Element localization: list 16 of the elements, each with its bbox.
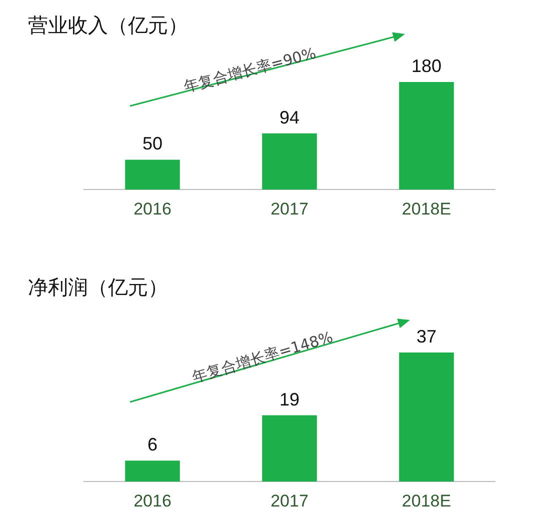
x-tick-label: 2016 [134,491,172,510]
chart-title: 营业收入（亿元） [28,12,188,39]
x-tick-label: 2016 [134,199,172,218]
x-tick-label: 2017 [270,491,308,510]
x-tick-label: 2018E [402,199,452,218]
data-label: 50 [142,134,163,154]
x-tick-label: 2018E [402,491,452,510]
data-label: 180 [411,56,442,76]
data-label: 6 [147,434,158,455]
chart-title: 净利润（亿元） [28,274,168,301]
x-tick-label: 2017 [270,199,308,218]
annotation: 年复合增长率=148% [190,327,335,387]
data-label: 94 [279,107,300,128]
data-label: 37 [416,326,437,346]
annotation: 年复合增长率=90% [182,44,318,96]
data-label: 19 [279,389,300,410]
